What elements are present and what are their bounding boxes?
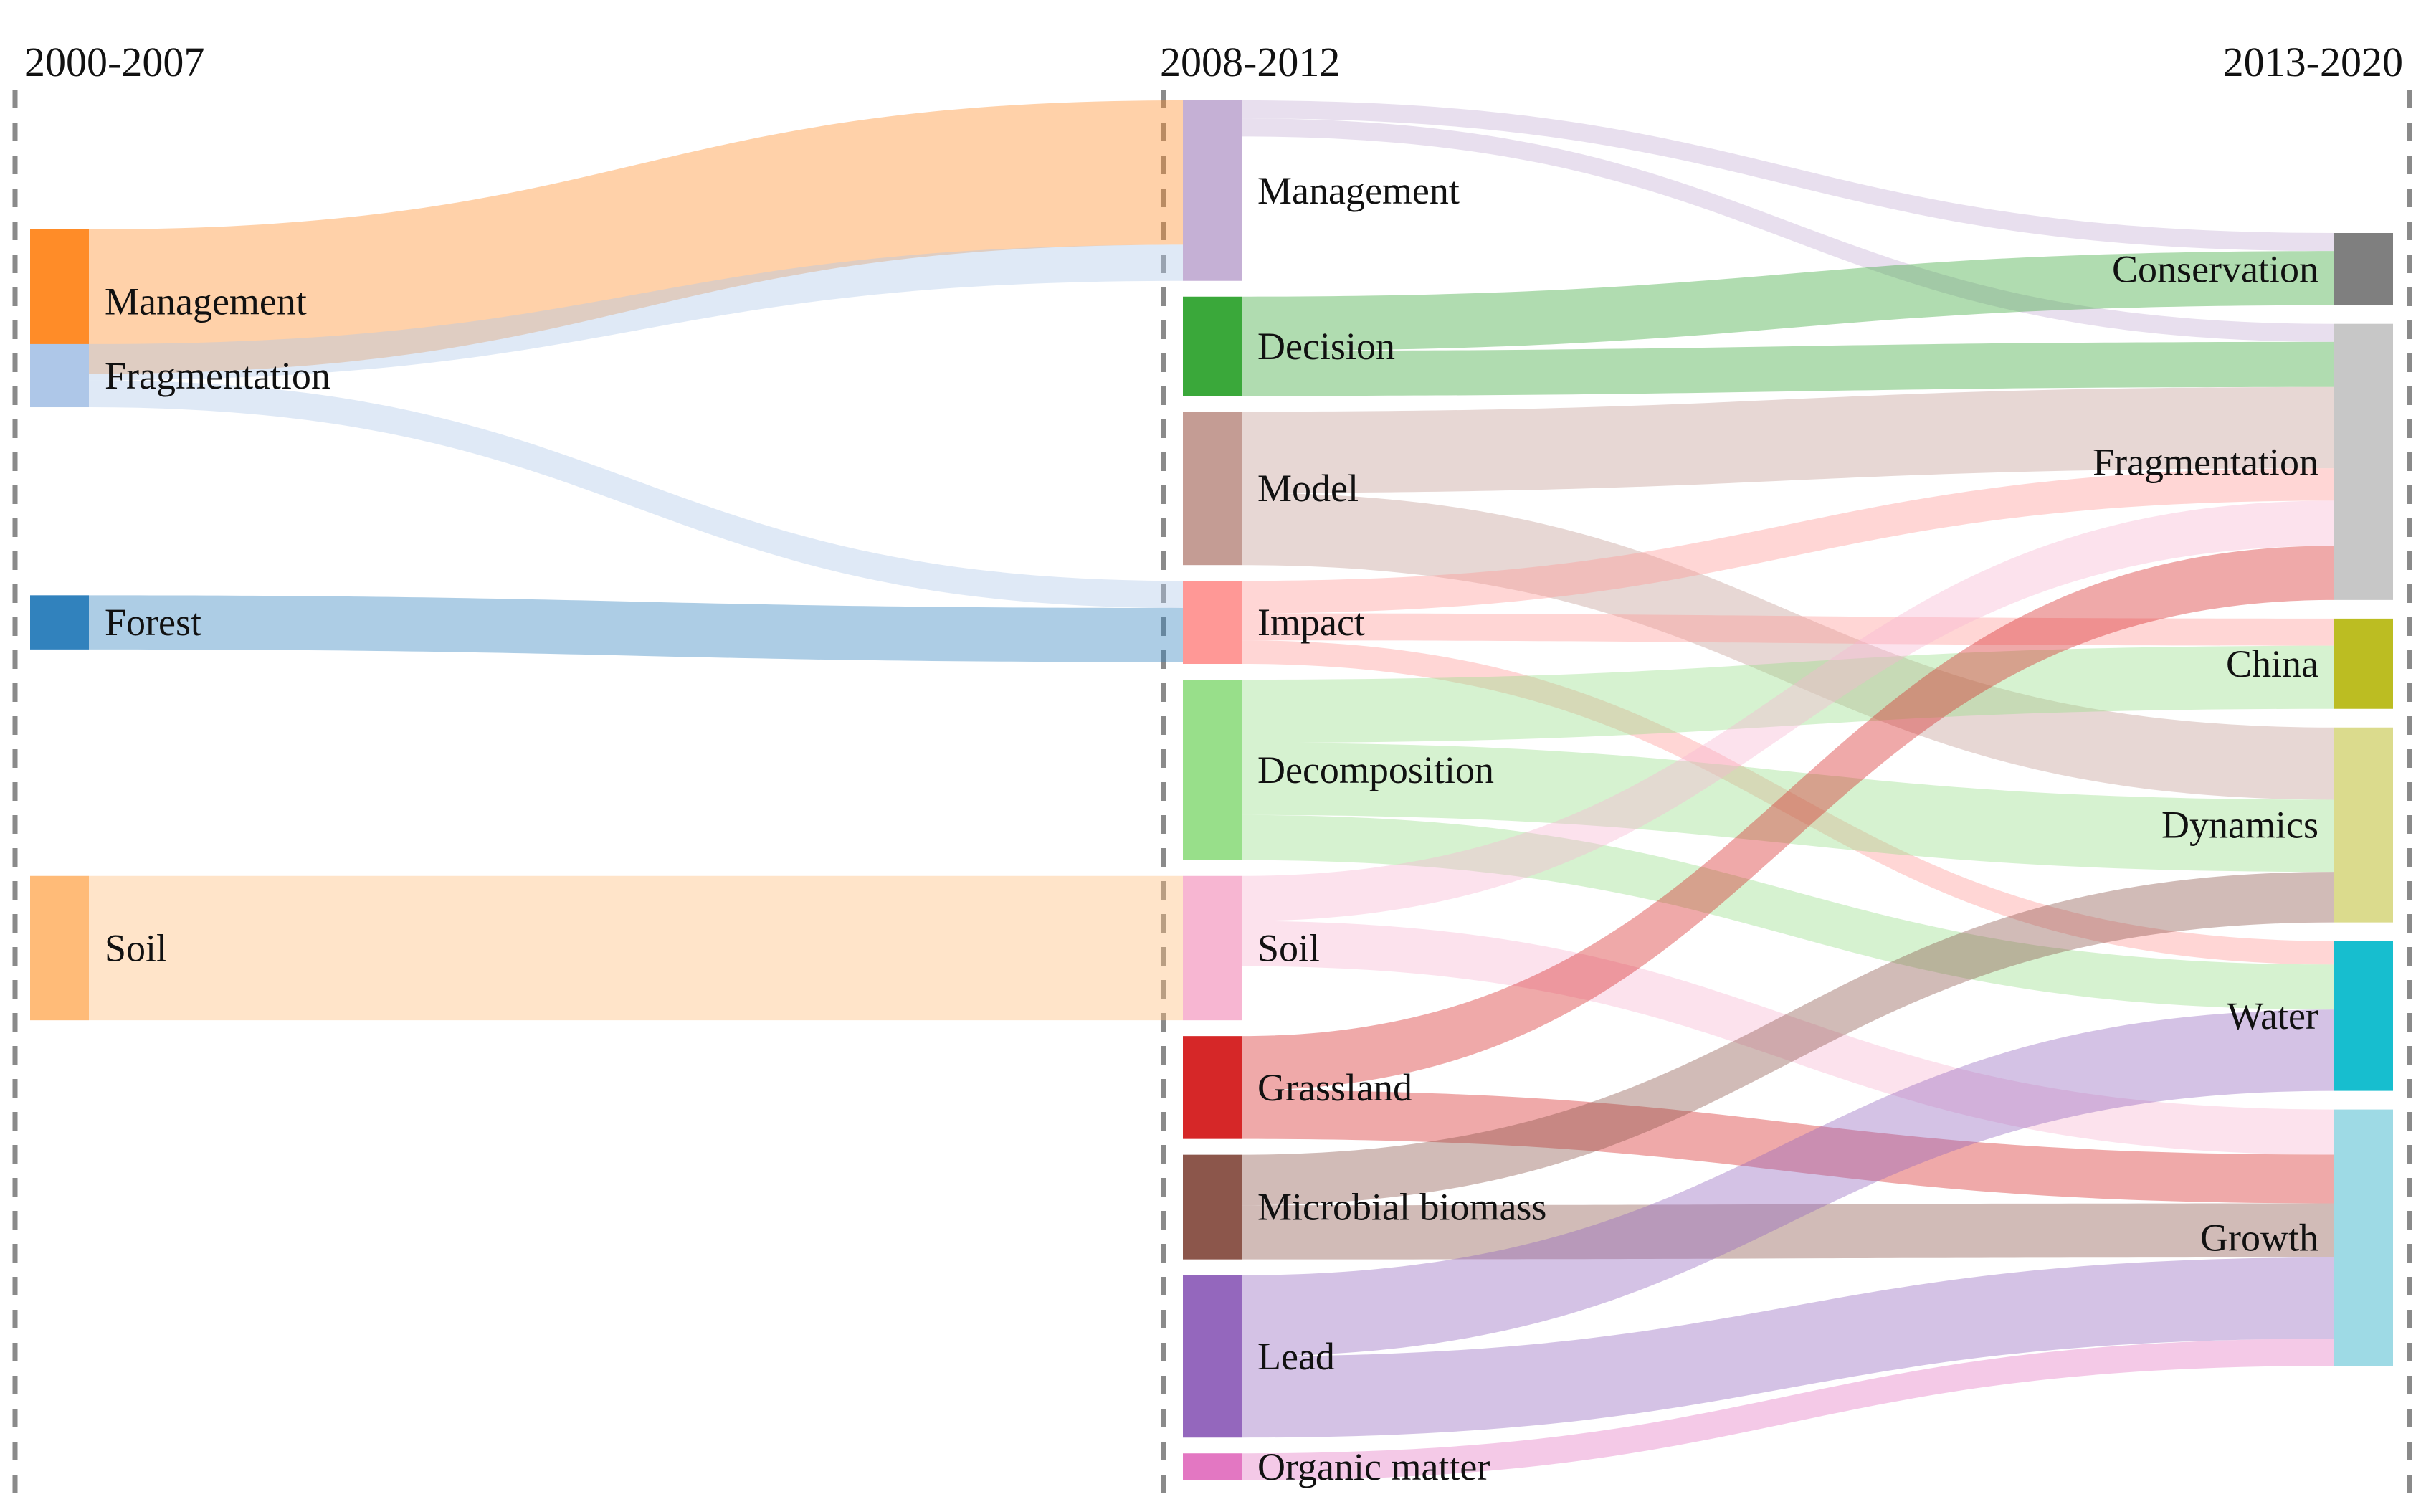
period-label-1: 2000-2007 [24,39,204,85]
link-mo1-to-fr2[interactable] [1242,386,2334,493]
link-de1-to-c2[interactable] [1242,251,2334,351]
node-label-fr2: Fragmentation [2093,440,2318,483]
link-mo1-to-dy2[interactable] [1242,493,2334,800]
link-fo0-to-im1[interactable] [89,595,1183,662]
link-l1-to-gr2[interactable] [1242,1257,2334,1438]
link-dc1-to-w2[interactable] [1242,814,2334,1010]
node-label-s0: Soil [105,926,167,969]
node-label-mo1: Model [1257,467,1359,510]
node-label-c2: Conservation [2112,247,2318,290]
link-mb1-to-gr2[interactable] [1242,1203,2334,1260]
node-g1[interactable] [1183,1036,1242,1139]
node-gr2[interactable] [2334,1109,2393,1366]
node-fo0[interactable] [30,595,89,650]
node-im1[interactable] [1183,581,1242,665]
node-l1[interactable] [1183,1275,1242,1438]
node-de1[interactable] [1183,296,1242,396]
period-label-3: 2013-2020 [2223,39,2403,85]
period-label-2: 2008-2012 [1160,39,1340,85]
node-label-dy2: Dynamics [2161,804,2318,847]
link-dc1-to-dy2[interactable] [1242,743,2334,873]
node-label-de1: Decision [1257,325,1395,368]
link-m0-to-m1[interactable] [89,100,1183,374]
link-im1-to-ch2[interactable] [1242,613,2334,646]
link-mb1-to-dy2[interactable] [1242,872,2334,1206]
node-label-mb1: Microbial biomass [1257,1186,1546,1229]
node-label-dc1: Decomposition [1257,748,1494,791]
link-m1-to-c2[interactable] [1242,100,2334,252]
link-fr0-to-im1[interactable] [89,380,1183,608]
node-label-l1: Lead [1257,1335,1335,1378]
node-label-m0: Management [105,280,307,323]
node-label-fo0: Forest [105,601,201,644]
node-label-gr2: Growth [2200,1216,2318,1259]
link-m1-to-fr2[interactable] [1242,118,2334,342]
node-om1[interactable] [1183,1453,1242,1480]
node-label-om1: Organic matter [1257,1445,1490,1488]
node-s0[interactable] [30,875,89,1021]
node-label-fr0: Fragmentation [105,354,330,397]
flow-links [89,100,2334,1480]
node-label-s1: Soil [1257,926,1320,969]
node-mb1[interactable] [1183,1154,1242,1260]
link-s1-to-fr2[interactable] [1242,500,2334,921]
node-m1[interactable] [1183,100,1242,281]
link-s0-to-s1[interactable] [89,875,1183,1021]
node-ch2[interactable] [2334,618,2393,709]
link-s1-to-gr2[interactable] [1242,921,2334,1155]
link-dc1-to-ch2[interactable] [1242,645,2334,743]
link-g1-to-fr2[interactable] [1242,546,2334,1090]
node-fr0[interactable] [30,343,89,408]
node-c2[interactable] [2334,233,2393,305]
node-label-w2: Water [2227,994,2318,1037]
node-dc1[interactable] [1183,680,1242,860]
node-s1[interactable] [1183,875,1242,1021]
node-mo1[interactable] [1183,412,1242,566]
link-om1-to-gr2[interactable] [1242,1339,2334,1480]
node-label-im1: Impact [1257,601,1365,644]
link-de1-to-fr2[interactable] [1242,341,2334,396]
node-label-ch2: China [2226,642,2318,685]
node-label-m1: Management [1257,169,1460,212]
link-g1-to-gr2[interactable] [1242,1090,2334,1204]
period-divider-lines [12,90,2412,1502]
link-im1-to-fr2[interactable] [1242,468,2334,614]
link-l1-to-w2[interactable] [1242,1009,2334,1356]
node-label-g1: Grassland [1257,1066,1412,1109]
link-fr0-to-m1[interactable] [89,244,1183,381]
node-dy2[interactable] [2334,727,2393,923]
flow-nodes [30,100,2393,1480]
node-fr2[interactable] [2334,323,2393,600]
node-w2[interactable] [2334,941,2393,1091]
link-im1-to-w2[interactable] [1242,640,2334,965]
node-labels: Management Fragmentation Forest Soil Managem… [105,169,2318,1488]
